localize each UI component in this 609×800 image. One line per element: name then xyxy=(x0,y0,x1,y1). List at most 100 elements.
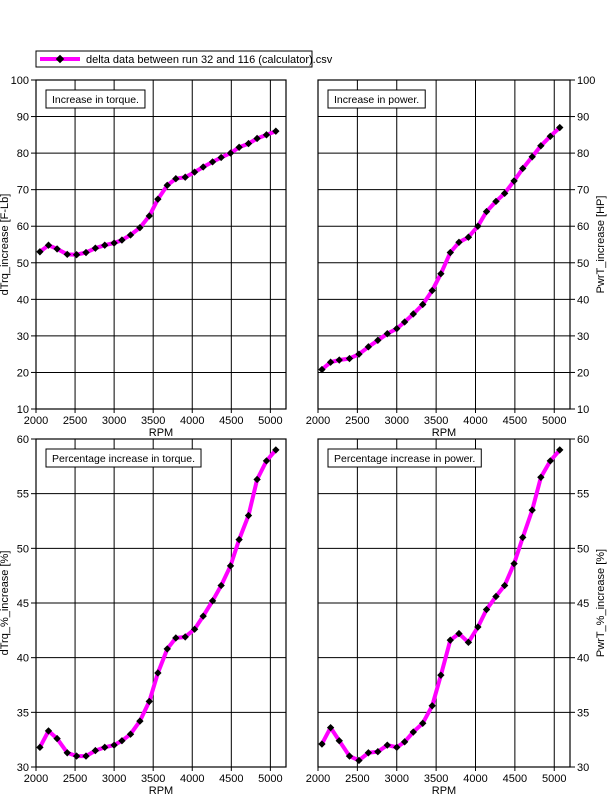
y-tick-label: 45 xyxy=(577,598,589,610)
data-point xyxy=(101,743,109,751)
data-point xyxy=(419,300,427,309)
data-point xyxy=(136,717,144,725)
data-point xyxy=(428,702,436,710)
data-point xyxy=(400,738,409,746)
x-axis-label: RPM xyxy=(149,427,173,439)
x-tick-label: 5000 xyxy=(258,773,282,785)
chart-grid: 2000 2500 3000 3500 4000 4500 5000 10 20 30 40 50 60… xyxy=(0,75,607,797)
x-tick-label: 2000 xyxy=(24,773,48,785)
annotation-box xyxy=(327,448,482,468)
data-point xyxy=(262,457,271,465)
data-point xyxy=(528,506,536,514)
x-axis-label: RPM xyxy=(432,785,456,797)
data-point xyxy=(110,741,118,749)
y-tick-label: 30 xyxy=(577,331,589,343)
y-tick-label: 55 xyxy=(577,489,589,501)
x-tick-label: 5000 xyxy=(258,415,282,427)
data-point xyxy=(145,697,153,706)
x-tick-label: 3500 xyxy=(424,773,448,785)
data-point xyxy=(253,475,261,484)
data-point xyxy=(36,743,44,751)
data-point xyxy=(110,239,118,247)
data-point xyxy=(63,250,71,259)
data-point xyxy=(226,149,235,157)
x-tick-label: 2500 xyxy=(345,773,369,785)
y-tick-label: 55 xyxy=(17,489,29,501)
y-tick-label: 30 xyxy=(17,331,29,343)
data-point xyxy=(101,241,109,249)
data-point xyxy=(482,207,491,216)
data-point xyxy=(519,533,527,542)
data-point xyxy=(546,457,554,465)
legend-box xyxy=(35,50,313,68)
legend-label: delta data between run 32 and 116 (calcu… xyxy=(86,54,333,66)
data-point xyxy=(208,597,217,605)
data-point xyxy=(244,139,253,148)
data-point xyxy=(345,354,354,363)
y-tick-label: 40 xyxy=(577,294,589,306)
x-tick-label: 3500 xyxy=(141,773,165,785)
data-point xyxy=(91,244,100,252)
data-point xyxy=(355,756,363,765)
plot-frame xyxy=(317,79,571,410)
y-tick-label: 100 xyxy=(577,75,595,87)
x-tick-label: 4500 xyxy=(219,773,243,785)
data-point xyxy=(318,740,326,748)
x-tick-label: 4000 xyxy=(180,415,204,427)
data-point xyxy=(326,723,335,732)
annotation-text: Increase in power. xyxy=(334,94,419,106)
data-point xyxy=(364,343,373,351)
x-tick-label: 3000 xyxy=(385,415,409,427)
data-point xyxy=(383,741,391,749)
data-point xyxy=(510,559,518,568)
data-point xyxy=(556,446,564,454)
series xyxy=(318,123,564,374)
chart-panel-3: 2000 2500 3000 3500 4000 4500 5000 30 35 40 45 50 55… xyxy=(0,434,287,797)
y-tick-label: 50 xyxy=(17,543,29,555)
data-point xyxy=(519,164,527,173)
x-tick-label: 4000 xyxy=(463,415,487,427)
data-point xyxy=(374,336,382,344)
data-point xyxy=(199,163,207,171)
y-axis-label: dTrq_%_increase [%] xyxy=(0,551,11,656)
data-point xyxy=(510,177,518,185)
x-tick-label: 5000 xyxy=(542,773,566,785)
y-tick-label: 50 xyxy=(577,543,589,555)
annotation: Increase in torque. xyxy=(45,89,146,109)
x-tick-label: 4000 xyxy=(180,773,204,785)
y-tick-label: 90 xyxy=(577,112,589,124)
data-point xyxy=(335,356,343,364)
y-tick-label: 100 xyxy=(11,75,29,87)
data-point xyxy=(409,728,417,736)
x-tick-label: 3500 xyxy=(424,415,448,427)
data-point xyxy=(335,737,343,745)
x-tick-label: 2500 xyxy=(345,415,369,427)
y-tick-label: 40 xyxy=(17,294,29,306)
y-tick-label: 30 xyxy=(17,762,29,774)
plot-frame xyxy=(35,438,287,768)
legend: delta data between run 32 and 116 (calcu… xyxy=(35,50,333,68)
y-tick-label: 60 xyxy=(17,434,29,446)
data-point xyxy=(118,737,126,745)
x-tick-label: 3000 xyxy=(385,773,409,785)
data-point xyxy=(537,473,545,481)
data-point xyxy=(446,636,454,644)
data-point xyxy=(181,173,189,181)
data-point xyxy=(482,605,491,614)
y-tick-label: 60 xyxy=(577,434,589,446)
data-point xyxy=(253,134,261,143)
data-point xyxy=(393,324,401,333)
data-point xyxy=(437,270,445,278)
y-axis-label: dTrq_increase [F-Lb] xyxy=(0,194,11,296)
y-tick-label: 60 xyxy=(577,221,589,233)
y-tick-label: 20 xyxy=(577,367,589,379)
x-tick-label: 5000 xyxy=(542,415,566,427)
series xyxy=(318,446,564,765)
data-point xyxy=(500,581,509,590)
annotation: Percentage increase in torque. xyxy=(45,448,202,468)
y-tick-label: 80 xyxy=(17,148,29,160)
y-axis-label: PwrT_%_increase [%] xyxy=(595,549,607,657)
annotation-box xyxy=(45,448,202,468)
x-tick-label: 2000 xyxy=(306,415,330,427)
data-point xyxy=(235,143,243,151)
